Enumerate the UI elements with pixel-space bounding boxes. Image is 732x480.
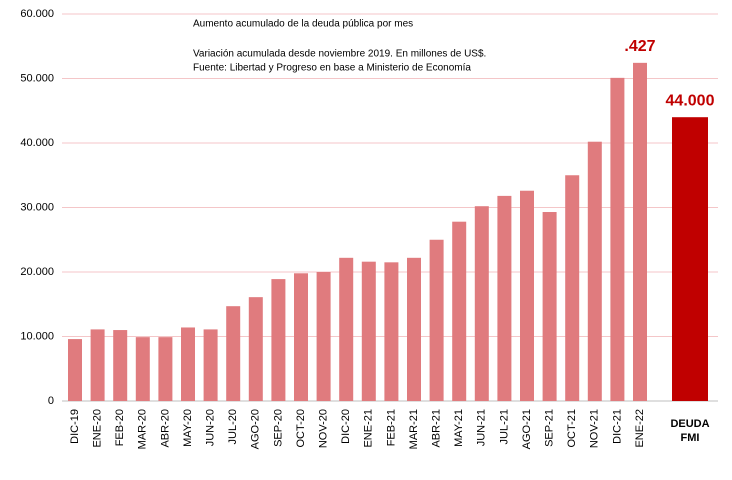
x-tick-label: JUN-21 [476,409,488,446]
y-tick-label: 10.000 [20,330,54,342]
x-tick-label: OCT-20 [295,409,307,448]
x-tick-label: DIC-20 [340,409,352,444]
x-tick-label: ENE-20 [92,409,104,448]
bar [497,195,512,401]
bar [429,239,444,401]
y-tick-label: 40.000 [20,137,54,149]
y-tick-label: 60.000 [20,8,54,20]
x-tick-label: OCT-21 [566,409,578,448]
x-tick-label: ABR-21 [431,409,443,448]
x-tick-label: DIC-21 [611,409,623,444]
chart-title: Aumento acumulado de la deuda pública po… [193,19,413,30]
x-tick-label: MAR-20 [137,409,149,449]
value-label: 44.000 [666,92,715,109]
bar [610,77,625,401]
bar [181,327,195,401]
x-tick-label: JUN-20 [205,409,217,446]
x-tick-label: DEUDA FMI [670,418,710,444]
chart-subtitle: Fuente: Libertad y Progreso en base a Mi… [193,63,471,74]
bar [520,190,534,401]
x-tick-label: MAR-21 [408,409,420,449]
x-tick-label: JUL-21 [498,409,510,444]
bar [407,257,421,401]
x-tick-label: AGO-20 [250,409,262,449]
x-tick-label: AGO-21 [521,409,533,449]
bar [339,257,354,401]
bar [542,212,557,401]
bar [565,175,580,401]
y-tick-label: 50.000 [20,72,54,84]
x-tick-label: NOV-20 [318,409,330,448]
bar [113,330,128,401]
bar [226,306,241,401]
x-tick-label: DIC-19 [69,409,81,444]
bar [294,273,308,401]
y-tick-label: 0 [48,395,54,407]
bar [68,339,82,401]
bar [452,221,467,401]
value-label: .427 [624,38,655,55]
x-tick-label: NOV-21 [589,409,601,448]
bar [135,337,150,401]
bar [384,262,399,401]
chart-subtitle: Variación acumulada desde noviembre 2019… [193,49,486,60]
y-tick-label: 30.000 [20,201,54,213]
x-tick-label: FEB-20 [114,409,126,446]
bar [316,272,331,401]
bar [271,279,286,401]
x-tick-label: ABR-20 [159,409,171,448]
x-tick-label: SEP-21 [544,409,556,447]
bar [672,117,708,401]
x-tick-label: SEP-20 [272,409,284,447]
bar [474,206,489,401]
bar [587,141,602,401]
bar [158,337,173,401]
bar [90,329,105,401]
bar [203,329,218,401]
x-tick-label: MAY-21 [453,409,465,447]
bar [248,297,263,401]
bar [361,261,376,401]
x-tick-label: JUL-20 [227,409,239,444]
x-tick-label: ENE-21 [363,409,375,448]
bar [633,62,647,401]
x-tick-label: MAY-20 [182,409,194,447]
x-tick-label: FEB-21 [385,409,397,446]
x-tick-label: ENE-22 [634,409,646,448]
y-tick-label: 20.000 [20,266,54,278]
